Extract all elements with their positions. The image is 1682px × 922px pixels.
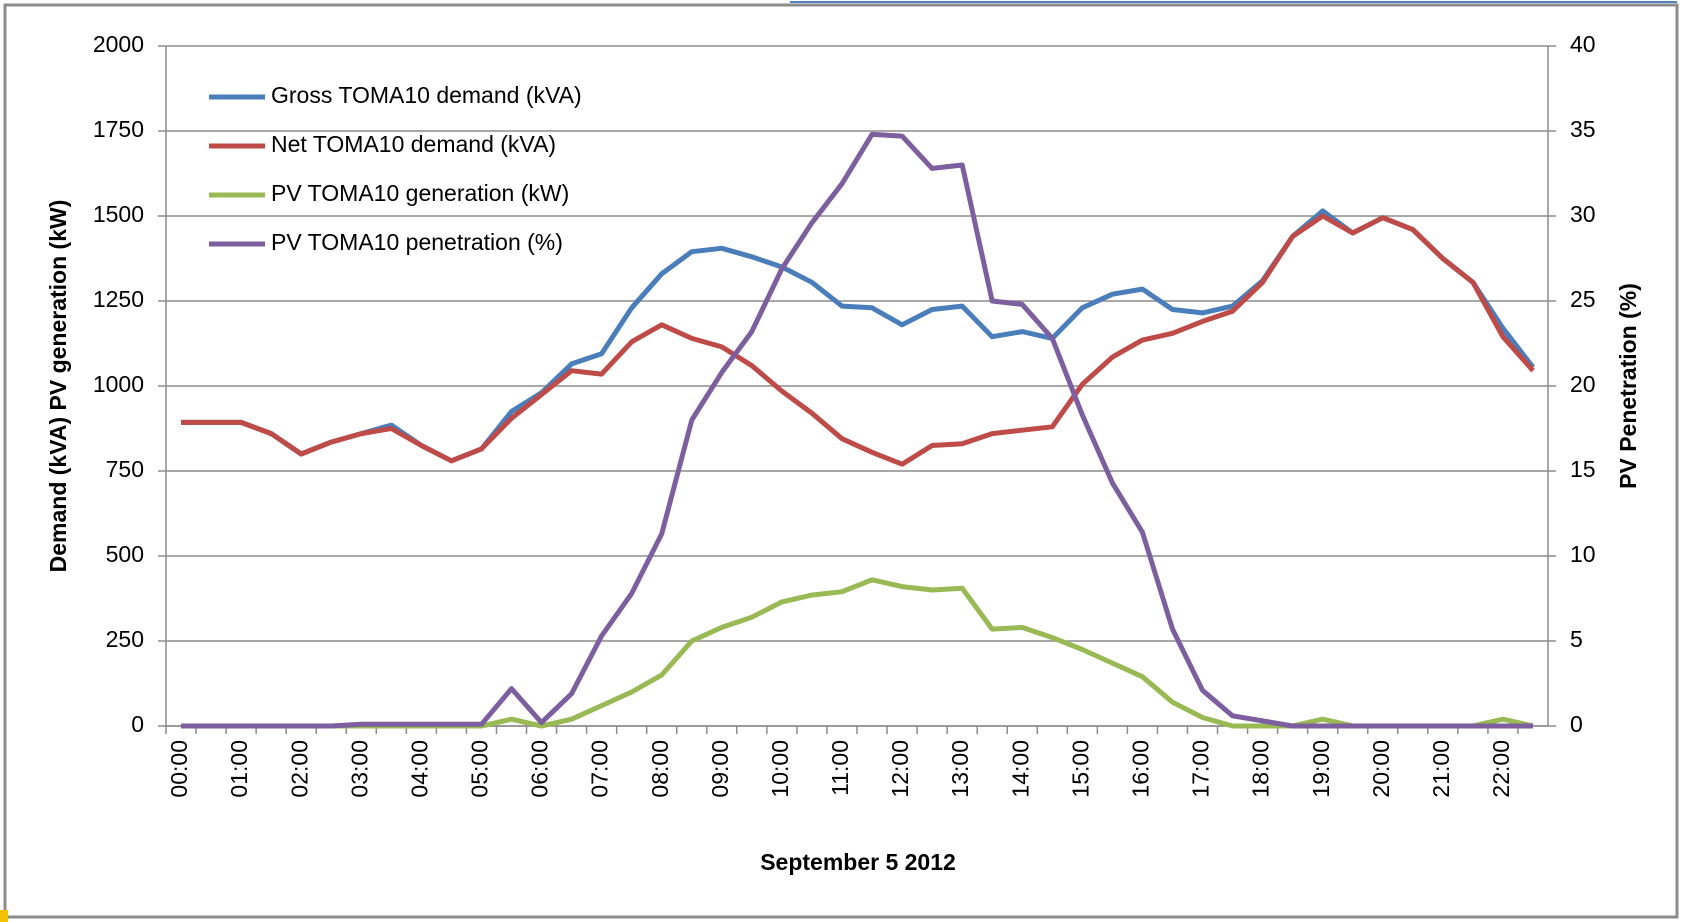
- y2-tick-label: 25: [1570, 286, 1596, 312]
- y-axis-title: Demand (kVA) PV generation (kW): [45, 200, 71, 573]
- legend-label: PV TOMA10 generation (kW): [271, 180, 569, 206]
- x-tick-label: 22:00: [1488, 740, 1514, 798]
- y-tick-label: 2000: [93, 31, 144, 57]
- x-tick-label: 19:00: [1308, 740, 1334, 798]
- x-tick-label: 16:00: [1127, 740, 1153, 798]
- x-tick-label: 08:00: [647, 740, 673, 798]
- x-tick-label: 21:00: [1428, 740, 1454, 798]
- x-tick-label: 05:00: [467, 740, 493, 798]
- x-tick-label: 18:00: [1248, 740, 1274, 798]
- y-tick-label: 500: [106, 541, 144, 567]
- y2-tick-label: 40: [1570, 31, 1596, 57]
- x-tick-label: 11:00: [827, 740, 853, 796]
- y-tick-label: 1750: [93, 116, 144, 142]
- x-axis-title: September 5 2012: [760, 849, 956, 875]
- y-tick-label: 1500: [93, 201, 144, 227]
- series-line: [181, 213, 1535, 467]
- frame-accent: [0, 910, 8, 922]
- x-tick-label: 10:00: [767, 740, 793, 798]
- x-tick-label: 06:00: [527, 740, 553, 798]
- y2-tick-label: 0: [1570, 711, 1583, 737]
- x-tick-label: 02:00: [286, 740, 312, 798]
- y2-tick-label: 10: [1570, 541, 1596, 567]
- x-tick-label: 14:00: [1007, 740, 1033, 798]
- y2-tick-label: 15: [1570, 456, 1596, 482]
- legend-label: PV TOMA10 penetration (%): [271, 229, 563, 255]
- y2-axis-title: PV Penetration (%): [1615, 283, 1641, 489]
- x-tick-label: 17:00: [1188, 740, 1214, 798]
- x-tick-label: 09:00: [707, 740, 733, 798]
- x-tick-label: 04:00: [406, 740, 432, 798]
- x-tick-label: 15:00: [1067, 740, 1093, 798]
- y2-tick-label: 5: [1570, 626, 1583, 652]
- x-tick-label: 03:00: [346, 740, 372, 798]
- frame: [3, 3, 1679, 919]
- y-tick-label: 1250: [93, 286, 144, 312]
- x-tick-label: 20:00: [1368, 740, 1394, 798]
- y2-tick-label: 30: [1570, 201, 1596, 227]
- y-tick-label: 1000: [93, 371, 144, 397]
- series-line: [181, 131, 1533, 729]
- x-tick-label: 01:00: [226, 740, 252, 798]
- y2-tick-label: 20: [1570, 371, 1596, 397]
- y2-tick-label: 35: [1570, 116, 1596, 142]
- y-tick-label: 0: [131, 711, 144, 737]
- x-tick-label: 13:00: [947, 740, 973, 798]
- x-tick-label: 12:00: [887, 740, 913, 798]
- x-tick-label: 07:00: [587, 740, 613, 798]
- legend-label: Gross TOMA10 demand (kVA): [271, 82, 582, 108]
- y-tick-label: 750: [106, 456, 144, 482]
- y-tick-label: 250: [106, 626, 144, 652]
- x-tick-label: 00:00: [166, 740, 192, 798]
- legend-label: Net TOMA10 demand (kVA): [271, 131, 556, 157]
